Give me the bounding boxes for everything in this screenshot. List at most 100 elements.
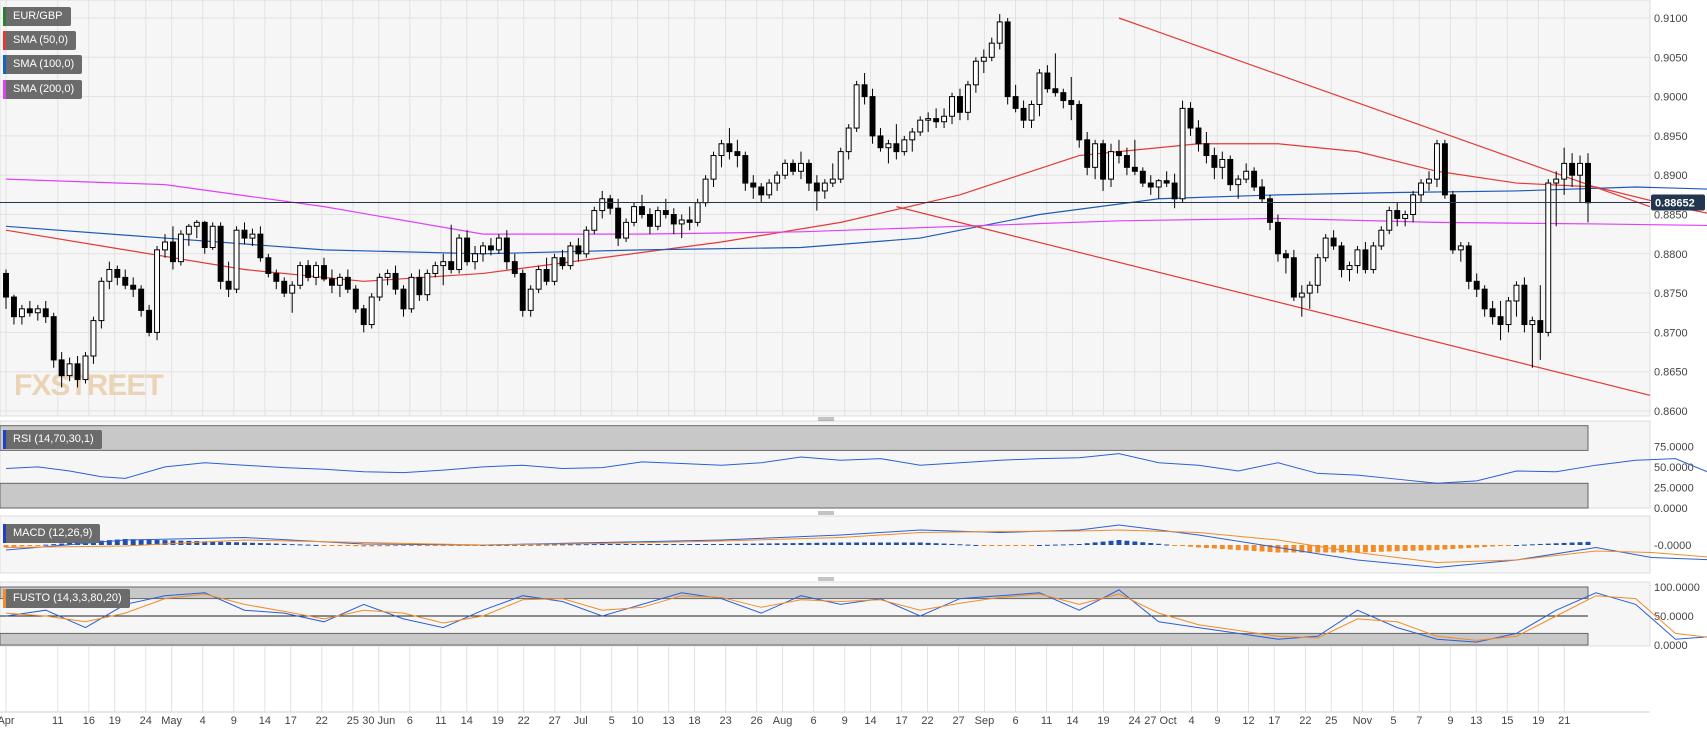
x-tick-label: Sep bbox=[975, 715, 995, 727]
macd-histogram-bar bbox=[202, 541, 208, 545]
candle-bull bbox=[1243, 170, 1250, 180]
x-tick-label: 9 bbox=[231, 715, 237, 727]
macd-histogram-bar bbox=[138, 539, 144, 545]
macd-histogram-bar bbox=[671, 544, 677, 545]
legend-sma50[interactable]: SMA (50,0) bbox=[3, 31, 77, 50]
x-tick-label: 25 bbox=[347, 715, 359, 727]
x-tick-label: 19 bbox=[1532, 715, 1544, 727]
candle-bull bbox=[1108, 151, 1114, 180]
candle-bull bbox=[567, 245, 574, 267]
candle-bull bbox=[1577, 162, 1584, 176]
legend-sma200[interactable]: SMA (200,0) bbox=[3, 80, 83, 99]
macd-histogram-bar bbox=[1458, 545, 1464, 549]
fusto-y-tick: 100.0000 bbox=[1654, 582, 1700, 594]
macd-histogram-bar bbox=[687, 544, 693, 545]
macd-histogram-bar bbox=[1577, 542, 1583, 545]
candle-bear bbox=[1521, 284, 1528, 326]
candle-bear bbox=[1282, 253, 1289, 259]
candle-bull bbox=[154, 249, 161, 333]
price-y-tick: 0.8950 bbox=[1654, 131, 1688, 143]
candle-bull bbox=[718, 143, 725, 157]
macd-histogram-bar bbox=[639, 544, 645, 545]
last-price-tag bbox=[1651, 194, 1705, 211]
macd-histogram-bar bbox=[1490, 545, 1496, 547]
candle-bear bbox=[1020, 107, 1027, 121]
macd-histogram-bar bbox=[122, 539, 128, 545]
macd-histogram-bar bbox=[67, 542, 73, 545]
macd-histogram-bar bbox=[1013, 545, 1019, 546]
macd-histogram-bar bbox=[234, 542, 240, 545]
candle-bear bbox=[464, 237, 471, 263]
macd-histogram-bar bbox=[1513, 545, 1519, 546]
macd-histogram-bar bbox=[1275, 545, 1281, 553]
fusto-panel-label[interactable]: FUSTO (14,3,3,80,20) bbox=[3, 589, 130, 608]
x-tick-label: 14 bbox=[864, 715, 876, 727]
candle-bull bbox=[98, 280, 105, 322]
macd-histogram-bar bbox=[1124, 540, 1130, 545]
macd-histogram-bar bbox=[552, 544, 557, 546]
legend-swatch-sma50 bbox=[3, 31, 6, 50]
candle-bear bbox=[1585, 162, 1591, 204]
macd-histogram-bar bbox=[1259, 545, 1265, 552]
candle-bull bbox=[941, 115, 948, 123]
macd-histogram-bar bbox=[504, 544, 510, 546]
rsi-overbought-zone bbox=[0, 425, 1589, 451]
candle-bear bbox=[511, 261, 518, 274]
candle-bull bbox=[1529, 320, 1536, 326]
macd-histogram-bar bbox=[1132, 541, 1138, 545]
candle-bull bbox=[209, 225, 216, 249]
candle-bear bbox=[26, 308, 33, 314]
macd-histogram-bar bbox=[321, 545, 327, 546]
candle-bull bbox=[1545, 182, 1552, 333]
macd-histogram-bar bbox=[973, 544, 979, 546]
macd-histogram-bar bbox=[981, 545, 987, 546]
x-tick-label: Apr bbox=[0, 715, 15, 727]
macd-histogram-bar bbox=[345, 545, 351, 546]
macd-histogram-bar bbox=[3, 545, 9, 548]
legend-swatch-sma100 bbox=[3, 55, 6, 74]
candle-bear bbox=[1330, 237, 1337, 247]
candle-bull bbox=[1028, 103, 1035, 121]
macd-label-text: MACD (12,26,9) bbox=[13, 527, 93, 539]
candle-bear bbox=[1497, 316, 1504, 326]
candle-bear bbox=[352, 288, 359, 310]
macd-histogram-bar bbox=[464, 545, 470, 546]
macd-histogram-bar bbox=[854, 542, 860, 545]
macd-histogram-bar bbox=[353, 545, 359, 547]
macd-histogram-bar bbox=[583, 544, 589, 546]
macd-histogram-bar bbox=[814, 542, 820, 545]
rsi-panel-label[interactable]: RSI (14,70,30,1) bbox=[3, 430, 102, 449]
candle-bear bbox=[1187, 107, 1194, 129]
candle-bear bbox=[328, 278, 335, 286]
macd-histogram-bar bbox=[385, 545, 391, 547]
macd-histogram-bar bbox=[774, 543, 780, 545]
macd-histogram-bar bbox=[249, 542, 255, 545]
candle-bear bbox=[392, 272, 399, 290]
candle-bear bbox=[1012, 96, 1019, 109]
x-tick-label: 19 bbox=[109, 715, 121, 727]
candle-bear bbox=[321, 265, 327, 280]
candle-bear bbox=[790, 162, 796, 172]
candle-bull bbox=[495, 237, 502, 251]
macd-histogram-bar bbox=[1394, 545, 1400, 552]
candle-bull bbox=[384, 272, 391, 278]
candle-bear bbox=[217, 225, 224, 282]
macd-histogram-bar bbox=[146, 539, 152, 545]
macd-histogram-bar bbox=[1195, 545, 1201, 548]
macd-histogram-bar bbox=[1299, 545, 1305, 553]
candle-bull bbox=[1457, 245, 1464, 251]
x-tick-label: 18 bbox=[688, 715, 700, 727]
legend-sma100[interactable]: SMA (100,0) bbox=[3, 55, 83, 74]
candle-bull bbox=[1306, 284, 1313, 294]
macd-histogram-bar bbox=[528, 544, 534, 546]
macd-histogram-bar bbox=[1029, 545, 1034, 546]
legend-eurgbp[interactable]: EUR/GBP bbox=[3, 7, 71, 26]
macd-histogram-bar bbox=[1037, 545, 1042, 546]
candle-bull bbox=[313, 265, 320, 278]
candle-bull bbox=[710, 155, 717, 180]
candle-bull bbox=[1219, 158, 1226, 168]
candle-bear bbox=[265, 257, 272, 274]
macd-panel-label[interactable]: MACD (12,26,9) bbox=[3, 524, 101, 543]
macd-histogram-bar bbox=[647, 544, 653, 545]
